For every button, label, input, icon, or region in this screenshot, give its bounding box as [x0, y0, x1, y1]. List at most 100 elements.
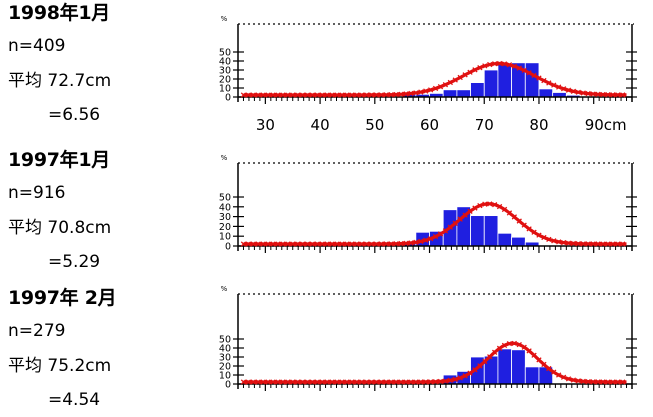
curve-marker	[575, 89, 582, 95]
curve-marker	[432, 85, 439, 92]
curve-marker	[496, 203, 503, 210]
curve-marker	[423, 237, 429, 243]
curve-marker	[615, 241, 621, 247]
curve-marker	[255, 241, 261, 247]
curve-marker	[250, 379, 256, 385]
histogram-bar	[470, 215, 485, 247]
curve-marker	[595, 241, 601, 247]
curve-marker	[467, 69, 473, 75]
curve-marker	[427, 379, 434, 385]
curve-marker	[319, 92, 325, 98]
curve-marker	[260, 241, 266, 247]
curve-marker	[324, 92, 330, 98]
curve-marker	[437, 378, 444, 385]
y-tick-label: 20	[219, 75, 231, 86]
curve-marker	[408, 379, 414, 385]
curve-marker	[339, 92, 345, 98]
x-tick-label: 80	[529, 116, 548, 134]
curve-marker	[600, 91, 606, 98]
curve-marker	[536, 75, 542, 81]
curve-marker	[378, 379, 385, 385]
curve-marker	[418, 379, 424, 385]
curve-marker	[294, 379, 301, 385]
curve-marker	[285, 92, 291, 98]
curve-marker	[363, 379, 370, 385]
curve-marker	[403, 91, 409, 97]
curve-marker	[565, 240, 572, 246]
curve-marker	[270, 379, 276, 385]
curve-marker	[482, 358, 488, 365]
histogram-bar	[497, 348, 513, 385]
curve-marker	[270, 92, 276, 98]
curve-marker	[245, 92, 252, 98]
curve-marker	[521, 67, 527, 74]
y-tick-label: 20	[219, 362, 231, 373]
curve-marker	[363, 241, 370, 247]
histogram-bar	[497, 64, 513, 98]
curve-marker	[378, 92, 385, 98]
curve-marker	[496, 60, 503, 67]
curve-marker	[398, 91, 404, 97]
curve-marker	[477, 65, 483, 71]
curve-marker	[427, 87, 434, 93]
y-tick-label: 50	[219, 48, 231, 59]
curve-marker	[511, 340, 518, 347]
y-tick-label: 0	[225, 93, 231, 104]
curve-marker	[585, 90, 591, 97]
curve-marker	[280, 241, 286, 247]
curve-marker	[393, 379, 399, 385]
curve-marker	[393, 241, 399, 247]
curve-marker	[378, 241, 385, 247]
y-tick-label: 40	[219, 202, 231, 213]
curve-marker	[590, 241, 596, 247]
y-tick-label: 30	[219, 353, 231, 364]
curve-marker	[339, 379, 345, 385]
curve-marker	[472, 367, 478, 373]
curve-marker	[373, 241, 380, 247]
curve-marker	[260, 92, 266, 98]
curve-marker	[467, 370, 473, 376]
curve-marker	[560, 239, 567, 246]
curve-marker	[531, 229, 537, 235]
curve-marker	[265, 92, 271, 98]
curve-marker	[605, 379, 611, 385]
curve-marker	[383, 92, 389, 98]
histogram-bar	[538, 88, 554, 98]
curve-marker	[423, 379, 429, 385]
curve-marker	[457, 216, 463, 222]
curve-marker	[275, 92, 281, 98]
y-tick-label: 10	[219, 371, 231, 382]
curve-marker	[590, 91, 596, 97]
curve-marker	[452, 77, 458, 83]
curve-marker	[408, 240, 414, 246]
y-tick-label: 10	[219, 84, 231, 95]
curve-marker	[560, 374, 567, 380]
curve-marker	[580, 90, 586, 96]
sample-count: n=409	[8, 36, 66, 56]
curve-marker	[472, 205, 478, 211]
curve-marker	[299, 92, 306, 98]
curve-marker	[605, 241, 611, 247]
sample-sd: =5.29	[48, 252, 101, 272]
curve-marker	[319, 379, 325, 385]
curve-marker	[442, 378, 449, 384]
curve-marker	[245, 241, 252, 247]
curve-marker	[383, 241, 389, 247]
curve-marker	[511, 63, 518, 69]
curve-marker	[541, 234, 547, 241]
curve-marker	[432, 379, 439, 385]
y-tick-label: 0	[225, 380, 231, 391]
histogram-bar	[511, 349, 526, 385]
curve-marker	[250, 241, 256, 247]
curve-marker	[556, 239, 562, 245]
y-tick-label: 30	[219, 66, 231, 77]
y-tick-label: 0	[225, 242, 231, 253]
y-tick-label: 30	[219, 212, 231, 223]
curve-marker	[275, 379, 281, 385]
curve-marker	[304, 92, 311, 98]
x-tick-label: 40	[311, 116, 330, 134]
curve-marker	[265, 241, 271, 247]
curve-marker	[477, 363, 483, 369]
curve-marker	[388, 241, 394, 247]
curve-marker	[536, 357, 542, 363]
